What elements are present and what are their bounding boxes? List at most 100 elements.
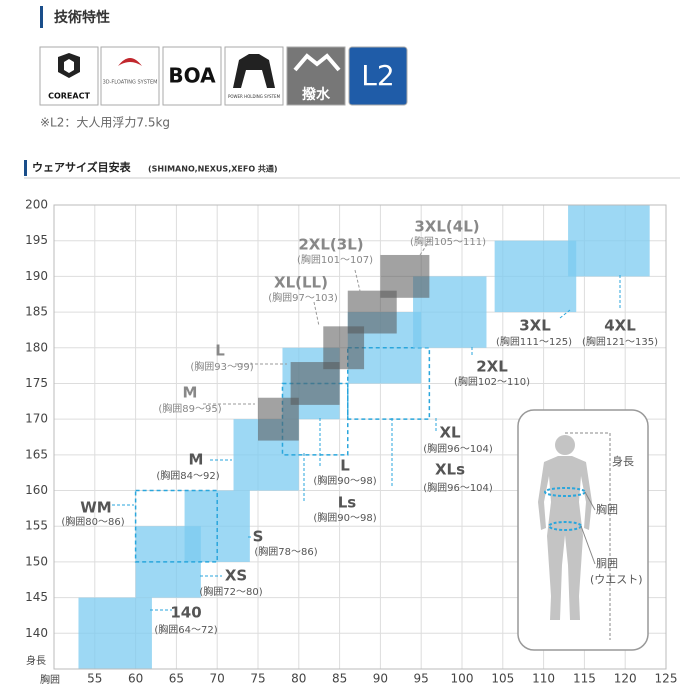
size-label: 140 xyxy=(170,604,201,622)
size-sublabel: (胸囲90～98) xyxy=(313,511,376,524)
icon-box xyxy=(348,46,408,106)
x-tick-label: 90 xyxy=(373,672,388,686)
y-axis-label: 身長 xyxy=(26,654,46,667)
size-label: XS xyxy=(225,567,247,585)
x-tick-label: 85 xyxy=(332,672,347,686)
x-tick-label: 60 xyxy=(128,672,143,686)
y-tick-label: 140 xyxy=(25,626,48,640)
x-tick-label: 70 xyxy=(210,672,225,686)
icon-shape xyxy=(233,54,275,88)
size-label: M xyxy=(189,451,204,469)
size-label: XLs xyxy=(435,461,465,479)
section-title: ウェアサイズ目安表 xyxy=(32,160,132,174)
size-sublabel: (胸囲72～80) xyxy=(199,585,262,598)
y-tick-label: 150 xyxy=(25,554,48,568)
size-sublabel: (胸囲93～99) xyxy=(190,360,253,373)
icon-box xyxy=(162,46,222,106)
icon-shape xyxy=(118,58,142,66)
size-sublabel: (胸囲97～103) xyxy=(268,291,338,304)
size-sublabel: (胸囲105～111) xyxy=(410,235,486,248)
x-axis-label: 胸囲 xyxy=(40,673,60,686)
x-tick-label: 120 xyxy=(614,672,637,686)
icon-label: L2 xyxy=(361,59,394,92)
icon-label: COREACT xyxy=(48,92,90,101)
section-subtitle: (SHIMANO,NEXUS,XEFO 共通) xyxy=(148,164,278,174)
size-range xyxy=(494,240,577,313)
icon-label: 3D-FLOATING SYSTEM xyxy=(103,80,158,86)
icon-label: BOA xyxy=(168,64,216,88)
y-tick-label: 160 xyxy=(25,483,48,497)
y-tick-label: 170 xyxy=(25,412,48,426)
y-tick-label: 200 xyxy=(25,198,48,212)
size-label: L xyxy=(340,457,350,475)
icon-shape xyxy=(58,53,80,78)
y-tick-label: 190 xyxy=(25,269,48,283)
plot-frame xyxy=(53,204,667,670)
leader-line xyxy=(313,301,320,327)
header-title: 技術特性 xyxy=(54,9,110,26)
silhouette xyxy=(538,435,592,620)
size-sublabel: (胸囲84～92) xyxy=(156,469,219,482)
size-label: XL(LL) xyxy=(274,274,328,292)
icons: COREACT 3D-FLOATING SYSTEM BOA POWER HOL… xyxy=(39,46,408,106)
leader-line xyxy=(559,309,571,319)
size-label: Ls xyxy=(338,494,357,512)
size-label: XL xyxy=(439,424,461,442)
x-tick-label: 55 xyxy=(87,672,102,686)
x-tick-label: 110 xyxy=(532,672,555,686)
body-figure: 身長 胸囲 胴囲 (ウエスト) xyxy=(517,409,649,651)
x-tick-label: 75 xyxy=(250,672,265,686)
icon-shape xyxy=(293,53,341,72)
y-tick-label: 195 xyxy=(25,233,48,247)
x-tick-label: 65 xyxy=(169,672,184,686)
figure-label: 身長 xyxy=(612,454,634,468)
y-tick-label: 185 xyxy=(25,305,48,319)
header-bar xyxy=(40,6,43,28)
size-label: 2XL(3L) xyxy=(298,236,363,254)
size-range xyxy=(568,205,650,277)
x-tick-label: 95 xyxy=(414,672,429,686)
y-tick-label: 175 xyxy=(25,376,48,390)
size-sublabel: (胸囲111～125) xyxy=(496,335,572,348)
size-label: 2XL xyxy=(476,358,508,376)
figure-leader xyxy=(584,491,596,511)
icon-label: 撥水 xyxy=(302,86,331,103)
icon-label: POWER HOLDING SYSTEM xyxy=(228,94,281,99)
y-tick-label: 180 xyxy=(25,340,48,354)
x-tick-label: 115 xyxy=(573,672,596,686)
x-tick-label: 100 xyxy=(451,672,474,686)
size-label: M xyxy=(183,384,198,402)
icon-box xyxy=(100,46,160,106)
size-sublabel: (胸囲102～110) xyxy=(454,375,530,388)
figure-label: 胴囲 xyxy=(596,557,618,570)
size-sublabel: (胸囲90～98) xyxy=(313,474,376,487)
size-sublabel: (胸囲89～95) xyxy=(158,402,221,415)
x-tick-label: 125 xyxy=(655,672,678,686)
size-label: WM xyxy=(80,499,111,517)
figure-label: 胸囲 xyxy=(596,502,618,516)
gray-range xyxy=(380,254,430,298)
size-sublabel: (胸囲78～86) xyxy=(254,545,317,558)
size-sublabel: (胸囲64～72) xyxy=(154,623,217,636)
size-label: S xyxy=(253,528,264,546)
leader-line xyxy=(354,269,361,292)
leader-line xyxy=(419,239,431,256)
note: ※L2：大人用浮力7.5kg xyxy=(40,116,170,130)
figure-label: (ウエスト) xyxy=(590,573,643,586)
y-tick-label: 145 xyxy=(25,590,48,604)
size-range xyxy=(78,597,152,669)
chart: 140 145 150 155 160 165 170 175 180 185 190 195 200 5… xyxy=(25,198,677,687)
section-bar xyxy=(24,160,27,176)
size-sublabel: (胸囲80～86) xyxy=(61,515,124,528)
size-label: 4XL xyxy=(604,317,636,335)
x-tick-label: 80 xyxy=(291,672,306,686)
size-sublabel: (胸囲121～135) xyxy=(582,335,658,348)
y-tick-label: 155 xyxy=(25,519,48,533)
size-label: 3XL xyxy=(519,317,551,335)
size-sublabel: (胸囲96～104) xyxy=(423,481,493,494)
size-sublabel: (胸囲96～104) xyxy=(423,442,493,455)
size-sublabel: (胸囲101～107) xyxy=(297,253,373,266)
y-tick-label: 165 xyxy=(25,447,48,461)
